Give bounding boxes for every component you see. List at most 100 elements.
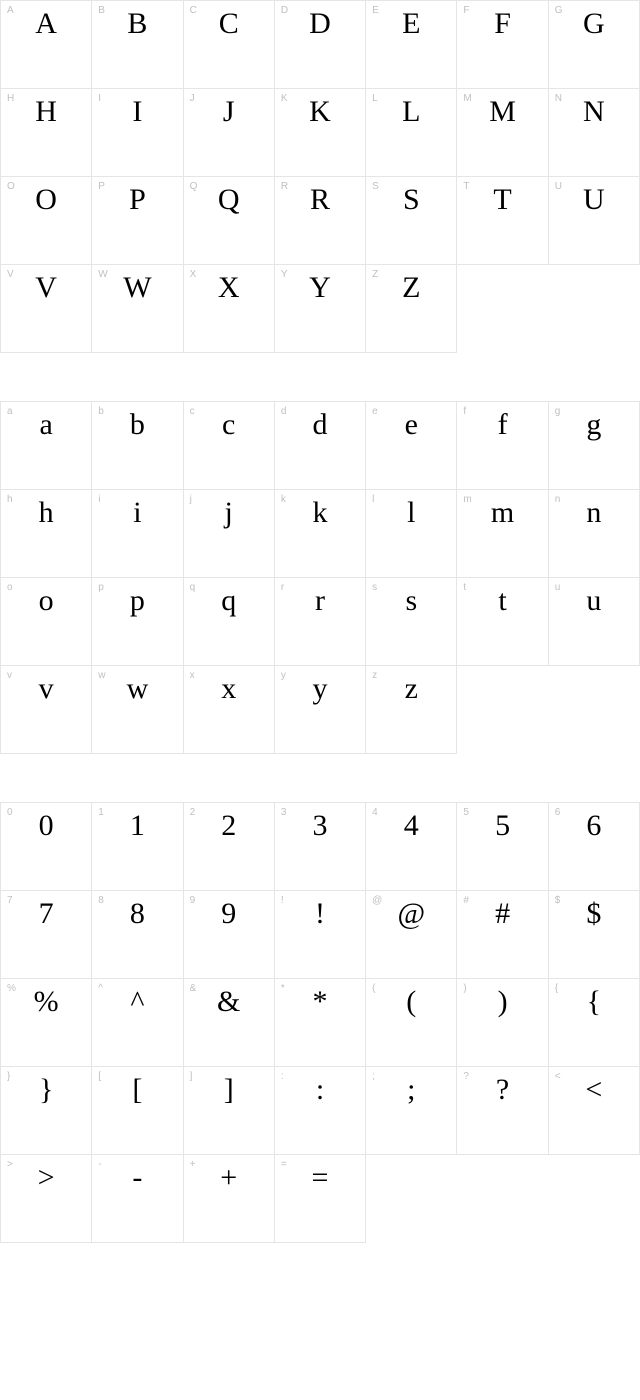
- glyph-cell[interactable]: 66: [549, 803, 640, 891]
- glyph-cell[interactable]: ##: [457, 891, 548, 979]
- glyph-section-numbers-symbols: 00112233445566 778899!!@@##$$%%^^&&**(())…: [0, 802, 640, 1243]
- glyph-cell[interactable]: KK: [275, 89, 366, 177]
- glyph-cell[interactable]: }}: [1, 1067, 92, 1155]
- glyph-cell[interactable]: PP: [92, 177, 183, 265]
- glyph-cell[interactable]: 88: [92, 891, 183, 979]
- glyph-cell[interactable]: RR: [275, 177, 366, 265]
- glyph-display: ]: [184, 1075, 274, 1105]
- glyph-cell[interactable]: HH: [1, 89, 92, 177]
- glyph-cell[interactable]: BB: [92, 1, 183, 89]
- glyph-cell[interactable]: 99: [184, 891, 275, 979]
- glyph-cell[interactable]: UU: [549, 177, 640, 265]
- glyph-cell[interactable]: 77: [1, 891, 92, 979]
- glyph-display: :: [275, 1075, 365, 1105]
- glyph-cell[interactable]: bb: [92, 402, 183, 490]
- glyph-cell[interactable]: )): [457, 979, 548, 1067]
- glyph-cell-empty: [366, 1155, 457, 1243]
- glyph-cell[interactable]: yy: [275, 666, 366, 754]
- glyph-cell[interactable]: ii: [92, 490, 183, 578]
- glyph-cell[interactable]: &&: [184, 979, 275, 1067]
- glyph-section-uppercase: AABBCCDDEEFFGG HHIIJJKKLLMMNN OOPPQQRRSSTT…: [0, 0, 640, 353]
- glyph-cell[interactable]: cc: [184, 402, 275, 490]
- glyph-cell[interactable]: xx: [184, 666, 275, 754]
- glyph-cell[interactable]: dd: [275, 402, 366, 490]
- glyph-cell[interactable]: YY: [275, 265, 366, 353]
- glyph-cell[interactable]: jj: [184, 490, 275, 578]
- glyph-cell[interactable]: rr: [275, 578, 366, 666]
- glyph-cell[interactable]: CC: [184, 1, 275, 89]
- glyph-cell[interactable]: NN: [549, 89, 640, 177]
- glyph-cell[interactable]: gg: [549, 402, 640, 490]
- glyph-display: 4: [366, 811, 456, 841]
- glyph-cell[interactable]: mm: [457, 490, 548, 578]
- glyph-cell[interactable]: {{: [549, 979, 640, 1067]
- glyph-cell[interactable]: ::: [275, 1067, 366, 1155]
- glyph-cell[interactable]: QQ: [184, 177, 275, 265]
- glyph-cell[interactable]: ((: [366, 979, 457, 1067]
- glyph-cell[interactable]: ==: [275, 1155, 366, 1243]
- glyph-cell[interactable]: @@: [366, 891, 457, 979]
- glyph-cell[interactable]: XX: [184, 265, 275, 353]
- glyph-cell[interactable]: ZZ: [366, 265, 457, 353]
- glyph-cell[interactable]: SS: [366, 177, 457, 265]
- glyph-cell[interactable]: 11: [92, 803, 183, 891]
- glyph-cell[interactable]: 55: [457, 803, 548, 891]
- glyph-display: j: [184, 498, 274, 528]
- glyph-cell[interactable]: tt: [457, 578, 548, 666]
- glyph-cell[interactable]: ww: [92, 666, 183, 754]
- glyph-display: b: [92, 410, 182, 440]
- glyph-cell[interactable]: [[: [92, 1067, 183, 1155]
- glyph-cell[interactable]: !!: [275, 891, 366, 979]
- glyph-cell[interactable]: zz: [366, 666, 457, 754]
- glyph-cell[interactable]: 00: [1, 803, 92, 891]
- glyph-cell[interactable]: kk: [275, 490, 366, 578]
- glyph-cell[interactable]: OO: [1, 177, 92, 265]
- glyph-cell[interactable]: aa: [1, 402, 92, 490]
- glyph-cell[interactable]: FF: [457, 1, 548, 89]
- glyph-cell[interactable]: qq: [184, 578, 275, 666]
- glyph-cell[interactable]: %%: [1, 979, 92, 1067]
- glyph-cell[interactable]: 33: [275, 803, 366, 891]
- glyph-cell[interactable]: ee: [366, 402, 457, 490]
- glyph-cell[interactable]: <<: [549, 1067, 640, 1155]
- glyph-cell[interactable]: ^^: [92, 979, 183, 1067]
- glyph-cell[interactable]: >>: [1, 1155, 92, 1243]
- glyph-display: K: [275, 97, 365, 127]
- glyph-cell[interactable]: $$: [549, 891, 640, 979]
- glyph-cell[interactable]: hh: [1, 490, 92, 578]
- glyph-cell[interactable]: ll: [366, 490, 457, 578]
- glyph-cell[interactable]: MM: [457, 89, 548, 177]
- glyph-display: $: [549, 899, 639, 929]
- glyph-cell[interactable]: GG: [549, 1, 640, 89]
- glyph-cell[interactable]: DD: [275, 1, 366, 89]
- glyph-cell[interactable]: TT: [457, 177, 548, 265]
- glyph-cell[interactable]: ss: [366, 578, 457, 666]
- glyph-cell[interactable]: **: [275, 979, 366, 1067]
- glyph-cell[interactable]: II: [92, 89, 183, 177]
- glyph-cell[interactable]: ??: [457, 1067, 548, 1155]
- glyph-cell[interactable]: ++: [184, 1155, 275, 1243]
- glyph-cell-empty: [457, 1155, 548, 1243]
- glyph-cell[interactable]: WW: [92, 265, 183, 353]
- glyph-display: O: [1, 185, 91, 215]
- glyph-display: #: [457, 899, 547, 929]
- glyph-cell[interactable]: nn: [549, 490, 640, 578]
- glyph-display: +: [184, 1163, 274, 1193]
- glyph-cell[interactable]: VV: [1, 265, 92, 353]
- glyph-cell[interactable]: JJ: [184, 89, 275, 177]
- glyph-cell[interactable]: pp: [92, 578, 183, 666]
- glyph-cell[interactable]: uu: [549, 578, 640, 666]
- glyph-cell[interactable]: ff: [457, 402, 548, 490]
- glyph-display: ?: [457, 1075, 547, 1105]
- glyph-cell[interactable]: 22: [184, 803, 275, 891]
- glyph-cell[interactable]: LL: [366, 89, 457, 177]
- glyph-cell[interactable]: EE: [366, 1, 457, 89]
- glyph-cell[interactable]: oo: [1, 578, 92, 666]
- glyph-cell[interactable]: 44: [366, 803, 457, 891]
- glyph-cell[interactable]: ]]: [184, 1067, 275, 1155]
- glyph-cell[interactable]: ;;: [366, 1067, 457, 1155]
- glyph-display: P: [92, 185, 182, 215]
- glyph-cell[interactable]: AA: [1, 1, 92, 89]
- glyph-cell[interactable]: vv: [1, 666, 92, 754]
- glyph-cell[interactable]: --: [92, 1155, 183, 1243]
